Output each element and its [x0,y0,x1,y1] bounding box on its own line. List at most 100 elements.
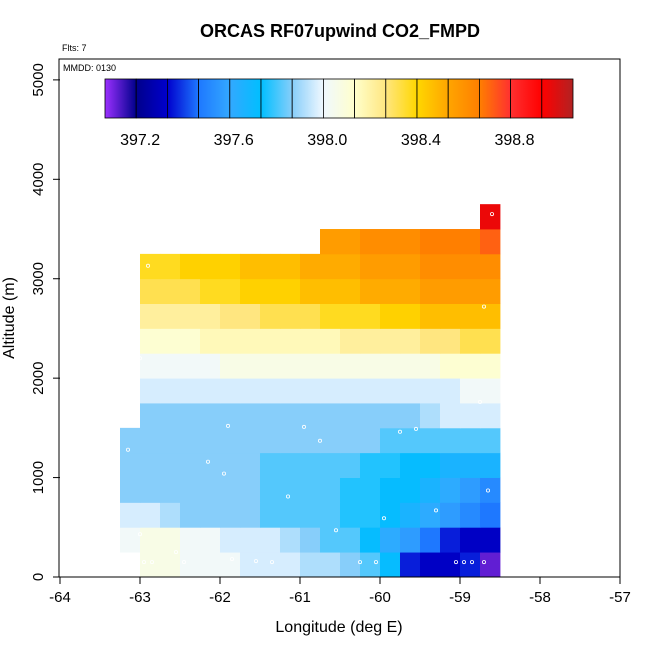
heatmap-cell [460,328,481,354]
heatmap-cell [140,328,161,354]
heatmap-cell [360,527,381,553]
heatmap-cell [140,452,161,478]
heatmap-cell [420,527,441,553]
sample-point [433,508,438,513]
heatmap-cell [140,502,161,528]
heatmap-cell [360,328,381,354]
heatmap-cell [380,403,401,429]
heatmap-cell [460,253,481,280]
sample-point [137,356,142,361]
heatmap-cell [340,403,361,429]
heatmap-cell [140,378,161,404]
heatmap-cell [140,403,161,429]
heatmap-cell [200,353,221,379]
date-label: MMDD: 0130 [63,63,116,73]
sample-point [333,528,338,533]
colorbar-tick-label: 397.2 [120,132,160,149]
heatmap-cell [200,452,221,478]
heatmap-cell [400,303,421,329]
heatmap-cell [380,229,401,255]
heatmap-cell [300,303,321,329]
heatmap-cell [440,403,461,429]
sample-point [253,559,258,564]
sample-point [221,471,226,476]
heatmap-cell [340,527,361,553]
heatmap-cell [360,278,381,304]
x-tick-label: -60 [369,589,391,606]
heatmap-cell [480,502,501,528]
heatmap-cell [180,303,201,329]
heatmap-cell [300,253,321,280]
heatmap-cell [200,278,221,304]
heatmap-cell [440,502,461,528]
heatmap-cell [460,278,481,304]
heatmap-cell [340,378,361,404]
sample-point [481,560,486,565]
y-tick-label: 0 [30,573,47,581]
heatmap-cell [440,253,461,280]
heatmap-cell [480,477,501,503]
heatmap-cell [420,477,441,503]
heatmap-cell [380,427,401,454]
colorbar-segment [385,78,418,119]
heatmap-cell [320,253,341,280]
heatmap-cell [260,552,281,578]
sample-point [373,560,378,565]
heatmap-cell [280,378,301,404]
heatmap-cell [300,278,321,304]
sample-point [461,560,466,565]
heatmap-cell [200,253,221,280]
heatmap-cell [420,328,441,354]
heatmap-cell [460,378,481,404]
heatmap-cell [180,328,201,354]
heatmap-cell [200,527,221,553]
heatmap-cell [260,452,281,478]
sample-point [301,424,306,429]
sample-point [489,212,494,217]
heatmap-cell [340,328,361,354]
heatmap-cell [380,303,401,329]
heatmap-cell [200,403,221,429]
heatmap-cell [300,477,321,503]
y-tick-label: 4000 [30,163,47,196]
heatmap-cell [400,353,421,379]
colorbar-segment [291,78,324,119]
sample-point [173,550,178,555]
x-tick-label: -57 [609,589,631,606]
heatmap-cell [180,253,201,280]
heatmap-cell [360,353,381,379]
heatmap-cell [460,303,481,329]
heatmap-cell [480,303,501,329]
heatmap-cell [200,427,221,454]
sample-point [229,557,234,562]
heatmap-cell [180,552,201,578]
sample-point [453,560,458,565]
heatmap-cell [460,427,481,454]
heatmap-cell [220,502,241,528]
heatmap-cell [180,477,201,503]
heatmap-cell [440,452,461,478]
colorbar-tick-labels: 397.2 397.6 398.0 398.4 398.8 [120,132,535,149]
heatmap-cell [380,477,401,503]
x-axis: -64 -63 -62 -61 -60 -59 -58 -57 [49,577,631,606]
x-axis-label: Longitude (deg E) [275,619,402,636]
heatmap-cell [400,552,421,578]
heatmap-cell [260,427,281,454]
heatmap-cell [260,403,281,429]
heatmap-cell [420,403,441,429]
sample-point [485,488,490,493]
sample-point [469,560,474,565]
heatmap-cell [160,278,181,304]
heatmap-cell [360,403,381,429]
heatmap-cell [400,427,421,454]
heatmap-cell [140,477,161,503]
colorbar-segment [416,78,449,119]
heatmap-cell [220,353,241,379]
heatmap-cell [220,552,241,578]
plot-frame [58,58,621,578]
heatmap-cell [360,253,381,280]
heatmap-cell [340,427,361,454]
heatmap-cell [160,353,181,379]
colorbar-tick-label: 397.6 [214,132,254,149]
